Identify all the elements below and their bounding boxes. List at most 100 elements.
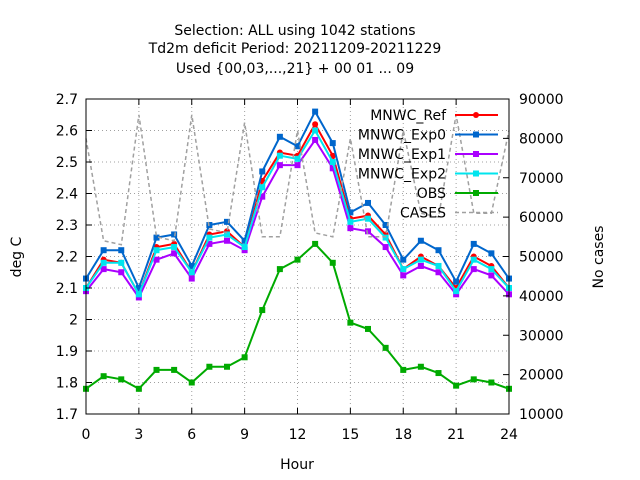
data-point [435,247,442,254]
series-line [85,114,510,246]
data-point [188,379,195,386]
y-axis-label: deg C [9,236,25,277]
axes: 0 3 6 9 12 15 18 21 24 1.7 1.8 1.9 2 2.1 2.2 2.3 2.4 2.5 2… [56,92,564,443]
data-point [118,269,125,276]
data-point [365,215,371,222]
data-point [312,136,319,143]
x-axis-label: Hour [280,457,314,473]
data-point [206,363,213,370]
data-point [276,152,283,159]
x-tick-label: 3 [134,427,143,443]
data-point [276,266,283,273]
x-tick-label: 12 [289,427,307,443]
data-point [259,184,266,191]
data-point [100,266,107,273]
data-point [488,272,495,279]
data-point [224,237,230,244]
data-point [312,127,319,134]
data-point [400,272,407,279]
legend-marker [473,151,479,157]
data-point [135,294,142,301]
data-point [488,266,495,273]
data-point [312,108,319,115]
data-point [312,240,319,247]
data-point [294,162,301,169]
data-point [224,218,230,225]
data-point [241,237,248,244]
data-point [470,376,477,383]
title-line-2: Td2m deficit Period: 20211209-20211229 [148,41,442,57]
data-point [470,240,477,247]
data-point [417,262,424,269]
data-point [135,285,142,291]
data-point [171,244,178,251]
data-point [488,379,495,386]
data-point [382,244,389,251]
legend-marker [473,131,479,138]
data-point [400,256,407,263]
title-line-1: Selection: ALL using 1042 stations [174,23,415,39]
y-tick-label: 2.2 [56,250,78,266]
x-tick-label: 18 [394,427,412,443]
data-point [171,231,178,238]
y-tick-label: 2.6 [56,124,78,140]
data-point [400,366,407,373]
data-point [382,344,389,351]
y2-tick-label: 90000 [519,92,564,108]
series-obs [83,240,512,392]
data-point [435,370,442,377]
data-point [417,256,424,263]
y2-tick-label: 70000 [519,171,564,187]
y2-tick-label: 40000 [519,289,564,305]
data-point [171,366,178,373]
x-tick-label: 24 [500,427,518,443]
data-point [206,240,213,247]
data-point [259,307,266,314]
data-point [153,247,160,254]
data-point [365,199,371,206]
data-point [153,256,160,263]
data-point [400,266,407,273]
x-tick-label: 21 [447,427,465,443]
data-point [118,259,125,266]
y-tick-label: 2.5 [56,155,78,171]
legend: MNWC_Ref MNWC_Exp0 MNWC_Exp1 MNWC_Exp2 OBS CA… [358,108,498,222]
legend-label: MNWC_Exp0 [358,128,446,144]
y2-tick-label: 10000 [519,407,564,423]
data-point [171,250,178,257]
data-point [294,155,301,162]
data-point [153,234,160,241]
data-point [329,159,336,165]
data-point [206,234,213,241]
y-tick-label: 1.8 [56,376,78,392]
data-point [188,269,195,276]
data-point [347,209,354,216]
legend-marker [473,190,479,196]
chart-title: Selection: ALL using 1042 stations Td2m … [148,23,442,77]
series-cases [85,114,510,246]
data-point [100,259,107,266]
data-point [224,231,230,238]
legend-label: MNWC_Ref [370,108,447,124]
title-line-3: Used {00,03,...,21} + 00 01 ... 09 [176,61,414,77]
data-point [241,244,248,251]
data-point [241,354,248,361]
x-tick-label: 9 [240,427,249,443]
data-point [329,140,336,147]
data-point [153,366,160,373]
data-point [417,237,424,244]
data-point [276,162,283,169]
series-mnwc-exp1 [83,136,512,301]
data-point [294,143,301,150]
legend-label: MNWC_Exp2 [358,167,446,183]
y2-tick-label: 60000 [519,210,564,226]
data-point [329,259,336,266]
data-point [188,262,195,269]
data-point [188,275,195,282]
data-point [329,165,336,172]
y-tick-label: 2.3 [56,218,78,234]
data-point [382,222,389,228]
y2-tick-label: 80000 [519,131,564,147]
data-point [276,133,283,140]
